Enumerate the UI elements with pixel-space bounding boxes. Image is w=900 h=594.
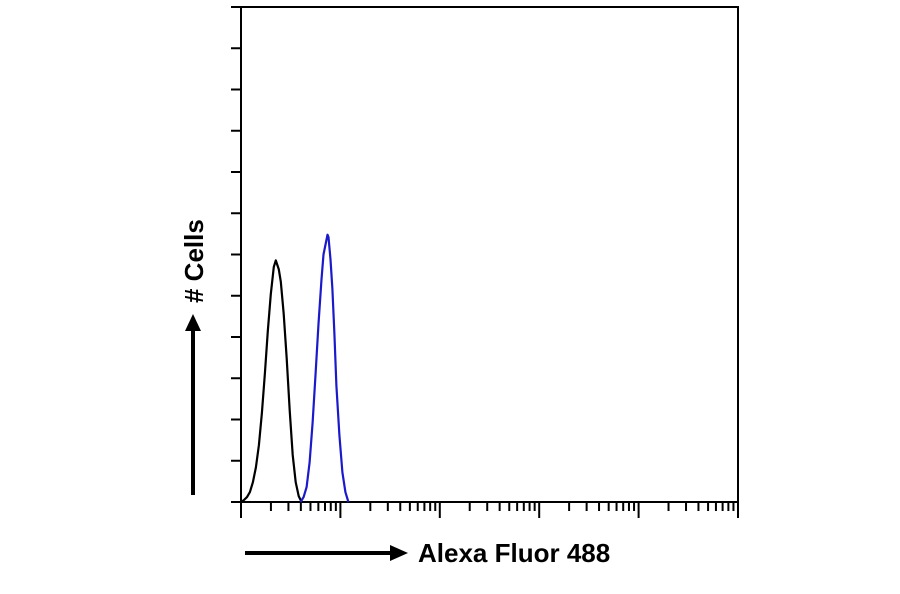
x-axis-label: Alexa Fluor 488: [418, 538, 610, 568]
x-axis-ticks: [240, 502, 739, 518]
y-axis-arrow: [185, 314, 201, 495]
y-axis-label: # Cells: [179, 219, 209, 303]
series-layer: [240, 233, 350, 503]
histogram-series-2: [299, 233, 350, 503]
x-axis-arrow: [245, 545, 408, 561]
y-axis-ticks: [231, 6, 241, 503]
plot-frame: [240, 6, 739, 503]
histogram-series-1: [240, 259, 303, 503]
